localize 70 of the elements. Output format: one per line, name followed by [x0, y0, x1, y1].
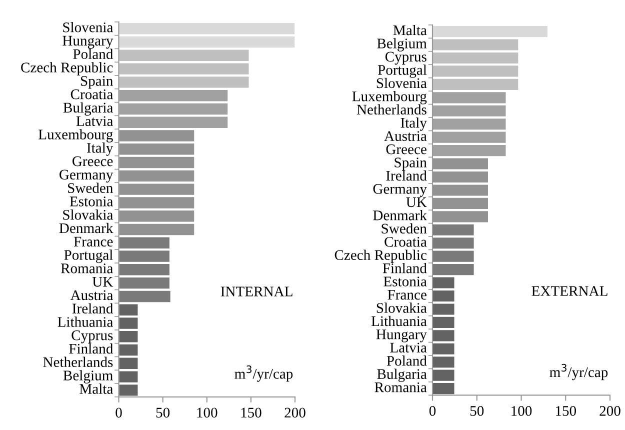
y-tick-label: Hungary [376, 330, 427, 342]
y-tick-label: Austria [384, 131, 427, 141]
y-tick-label: Bulgaria [63, 102, 113, 116]
x-tick-label: 0 [116, 408, 122, 418]
y-tick-label: Ireland [72, 303, 114, 314]
y-tick-label: France [388, 290, 426, 300]
y-tick-label: Sweden [382, 223, 427, 234]
y-tick-label: UK [406, 197, 427, 208]
x-tick-label: 50 [156, 408, 170, 418]
x-tick-label: 50 [470, 406, 484, 416]
y-tick-label: Netherlands [43, 356, 113, 368]
y-tick-label: Estonia [70, 196, 113, 206]
y-tick-label: Croatia [384, 236, 427, 247]
x-tick-label: 200 [284, 408, 306, 418]
y-tick-label: Denmark [373, 210, 427, 220]
y-tick-label: Croatia [70, 89, 113, 100]
y-tick-label: Greece [72, 156, 113, 166]
y-tick-label: UK [92, 277, 114, 287]
y-tick-label: Slovakia [376, 302, 427, 313]
y-tick-label: Belgium [63, 370, 113, 384]
y-tick-label: Romania [60, 264, 113, 274]
annotation: m$^{3}$/yr/cap [234, 365, 293, 382]
y-tick-label: Slovakia [63, 209, 113, 220]
y-tick-label: Luxembourg [38, 129, 113, 142]
y-tick-label: Ireland [386, 170, 427, 181]
y-tick-label: Poland [386, 356, 427, 366]
annotation: INTERNAL [220, 286, 292, 296]
y-tick-label: Slovenia [376, 78, 427, 88]
x-tick-label: 150 [241, 408, 262, 418]
y-tick-label: Lithuania [58, 316, 113, 327]
y-tick-label: Luxembourg [352, 91, 427, 104]
y-tick-label: Slovenia [63, 22, 113, 32]
y-tick-label: Spain [394, 158, 427, 170]
y-tick-label: Germany [373, 184, 427, 197]
y-tick-label: Spain [80, 76, 113, 89]
y-tick-label: Portugal [64, 250, 113, 263]
y-tick-label: Portugal [378, 64, 427, 78]
y-tick-label: Austria [70, 290, 113, 300]
y-tick-label: Germany [60, 170, 114, 183]
y-tick-label: Denmark [59, 222, 114, 234]
y-tick-label: Czech Republic [21, 62, 113, 76]
y-tick-label: Hungary [62, 36, 114, 49]
x-tick-label: 150 [556, 406, 576, 416]
y-tick-label: Malta [80, 384, 113, 394]
y-tick-label: Poland [73, 48, 114, 60]
y-tick-label: Greece [386, 144, 426, 154]
y-tick-label: Latvia [76, 116, 113, 126]
y-tick-label: Italy [86, 142, 114, 156]
y-tick-label: Estonia [384, 276, 427, 286]
y-tick-label: Romania [374, 382, 427, 392]
y-tick-label: Cyprus [72, 330, 113, 344]
y-tick-label: Malta [393, 24, 427, 36]
y-tick-label: Sweden [68, 182, 113, 193]
x-tick-label: 200 [600, 406, 620, 416]
annotation: m$^{3}$/yr/cap [550, 364, 608, 380]
x-tick-label: 0 [429, 406, 436, 416]
y-tick-label: Lithuania [371, 316, 427, 326]
x-tick-label: 100 [512, 406, 532, 416]
y-tick-label: Finland [69, 343, 114, 354]
y-tick-label: Cyprus [385, 52, 426, 65]
y-tick-label: Latvia [390, 342, 427, 353]
y-tick-label: Belgium [377, 38, 427, 52]
y-tick-label: Netherlands [356, 104, 426, 115]
y-tick-label: Finland [382, 262, 427, 274]
y-tick-label: Italy [400, 117, 427, 131]
y-tick-label: France [74, 236, 113, 247]
y-tick-label: Czech Republic [334, 250, 426, 263]
y-tick-label: Bulgaria [377, 368, 427, 382]
annotation: EXTERNAL [532, 286, 608, 296]
x-tick-label: 100 [197, 408, 218, 418]
